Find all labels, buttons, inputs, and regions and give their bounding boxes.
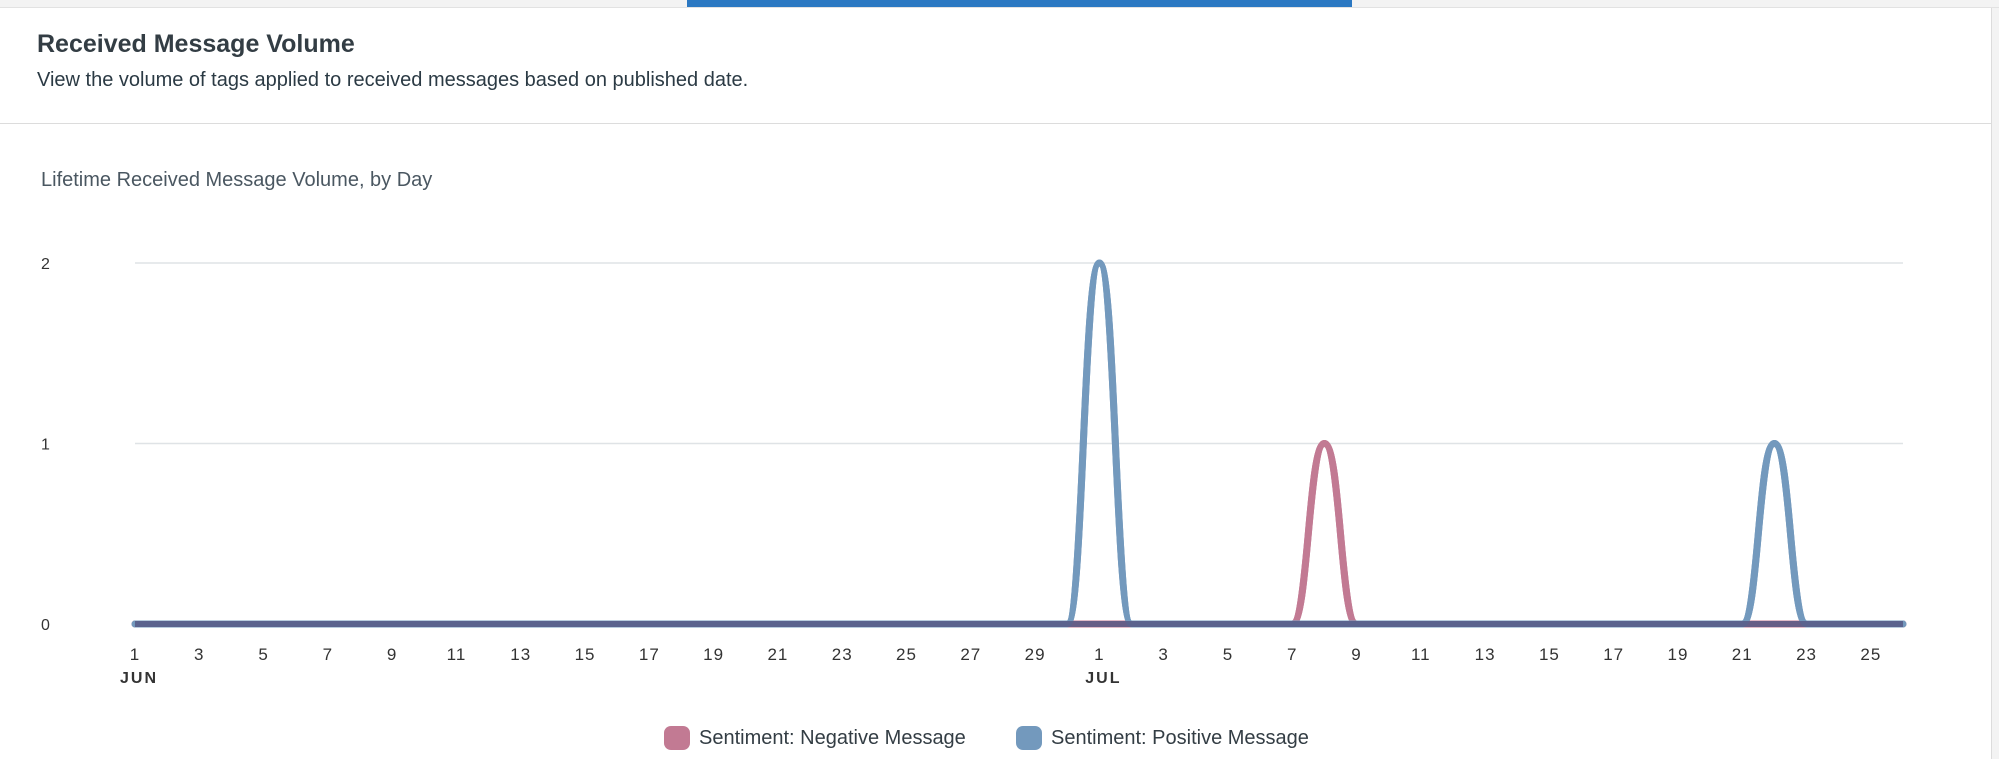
x-tick-label: 17 (639, 645, 660, 664)
legend-swatch (1016, 726, 1042, 750)
x-tick-label: 7 (323, 645, 333, 664)
y-tick-label: 2 (41, 256, 50, 273)
x-tick-label: 3 (194, 645, 204, 664)
x-tick-label: 3 (1158, 645, 1168, 664)
chart-series (131, 259, 1907, 628)
x-tick-label: 19 (703, 645, 724, 664)
x-tick-label: 11 (447, 645, 467, 664)
y-tick-label: 0 (41, 617, 50, 634)
x-tick-label: 11 (1411, 645, 1431, 664)
y-axis-ticks: 0 1 2 (41, 256, 50, 634)
x-tick-label: 25 (896, 645, 917, 664)
x-tick-label: 5 (1223, 645, 1233, 664)
x-tick-label: 1 (1094, 645, 1104, 664)
x-tick-label: 23 (1796, 645, 1817, 664)
x-tick-label: 19 (1668, 645, 1689, 664)
x-tick-label: 29 (1025, 645, 1046, 664)
legend-swatch (664, 726, 690, 750)
report-subtitle: View the volume of tags applied to recei… (37, 69, 749, 91)
series-peaks-negative (133, 440, 1905, 621)
series-line-negative (131, 440, 1907, 628)
x-tick-label: 5 (258, 645, 268, 664)
x-tick-label: 21 (1732, 645, 1753, 664)
legend-label: Sentiment: Positive Message (1051, 726, 1309, 749)
x-month-label: JUN (120, 670, 158, 687)
x-tick-label: 9 (387, 645, 397, 664)
x-tick-label: 21 (767, 645, 788, 664)
legend-item-positive[interactable]: Sentiment: Positive Message (1016, 726, 1309, 750)
x-tick-label: 7 (1287, 645, 1297, 664)
chart-legend: Sentiment: Negative Message Sentiment: Po… (0, 726, 1992, 752)
x-tick-label: 15 (1539, 645, 1560, 664)
x-tick-label: 1 (130, 645, 140, 664)
chart-title: Lifetime Received Message Volume, by Day (41, 169, 433, 191)
x-tick-label: 25 (1860, 645, 1881, 664)
chart-grid (135, 262, 1903, 625)
active-tab-indicator (687, 0, 1352, 7)
top-tab-bar (0, 0, 1999, 8)
x-axis-ticks: 1 JUN 3 5 7 9 11 13 15 17 19 21 23 25 27 29 1 JUL 3 5 7 9 11 13… (120, 645, 1881, 687)
x-month-label: JUL (1085, 670, 1121, 687)
series-peaks-positive (133, 259, 1905, 621)
legend-label: Sentiment: Negative Message (699, 726, 966, 749)
x-tick-label: 27 (960, 645, 981, 664)
x-tick-label: 13 (510, 645, 531, 664)
report-card: Received Message Volume View the volume … (0, 8, 1992, 759)
report-title: Received Message Volume (37, 30, 355, 58)
x-tick-label: 23 (832, 645, 853, 664)
x-tick-label: 15 (575, 645, 596, 664)
x-tick-label: 13 (1475, 645, 1496, 664)
report-header: Received Message Volume View the volume … (0, 8, 1992, 124)
y-tick-label: 1 (41, 437, 50, 454)
x-tick-label: 9 (1351, 645, 1361, 664)
legend-item-negative[interactable]: Sentiment: Negative Message (664, 726, 966, 750)
x-tick-label: 17 (1603, 645, 1624, 664)
